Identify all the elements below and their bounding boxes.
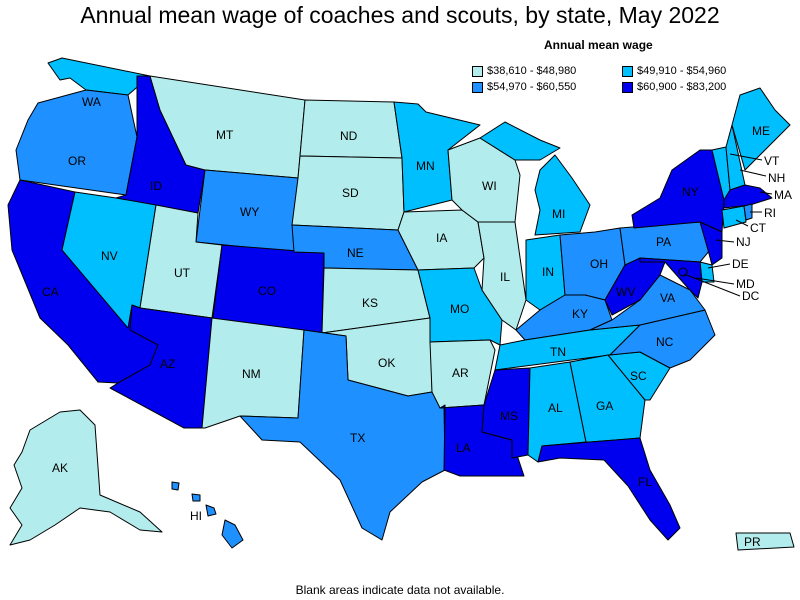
label-sc: SC: [630, 369, 647, 383]
label-tx: TX: [350, 431, 365, 445]
state-md[interactable]: [639, 257, 703, 299]
state-va[interactable]: [589, 274, 706, 331]
label-ak: AK: [52, 461, 68, 475]
legend-label-c2: $49,910 - $54,960: [637, 65, 727, 77]
state-ri[interactable]: [743, 203, 753, 221]
map-title: Annual mean wage of coaches and scouts, …: [80, 2, 720, 28]
state-mi-upper[interactable]: [479, 121, 561, 161]
leader-nh: [739, 169, 767, 177]
label-nm: NM: [242, 367, 261, 381]
legend-item-c3: $54,970 - $60,550: [472, 81, 576, 93]
legend-item-c2: $49,910 - $54,960: [622, 65, 726, 77]
state-ny[interactable]: [631, 149, 725, 233]
leader-de: [707, 263, 731, 269]
label-sd: SD: [342, 186, 359, 200]
legend-label-c3: $54,970 - $60,550: [487, 81, 577, 93]
state-hi-maui[interactable]: [205, 504, 217, 517]
legend-swatch-c4: [622, 81, 633, 93]
state-pr[interactable]: [735, 532, 795, 551]
label-vt: VT: [764, 154, 780, 168]
label-la: LA: [456, 441, 471, 455]
label-id: ID: [150, 179, 162, 193]
label-ut: UT: [174, 266, 191, 280]
state-mi[interactable]: [534, 154, 591, 236]
label-de: DE: [732, 257, 749, 271]
label-tn: TN: [550, 345, 566, 359]
label-ri: RI: [764, 206, 776, 220]
legend-item-c1: $38,610 - $48,980: [472, 65, 576, 77]
label-wv: WV: [616, 285, 635, 299]
label-al: AL: [548, 401, 563, 415]
state-hi-oahu[interactable]: [191, 493, 201, 502]
label-ks: KS: [362, 296, 378, 310]
label-ar: AR: [452, 366, 469, 380]
label-mt: MT: [216, 128, 234, 142]
label-ky: KY: [572, 307, 588, 321]
state-il[interactable]: [477, 221, 527, 331]
label-nd: ND: [340, 129, 358, 143]
label-nj: NJ: [736, 235, 751, 249]
state-hi-kauai[interactable]: [171, 481, 180, 491]
legend-title: Annual mean wage: [544, 38, 653, 52]
label-in: IN: [542, 265, 554, 279]
label-nc: NC: [656, 335, 674, 349]
label-ny: NY: [682, 185, 699, 199]
label-mn: MN: [416, 159, 435, 173]
leader-ct: [735, 219, 749, 227]
label-ne: NE: [347, 246, 364, 260]
label-wi: WI: [482, 179, 497, 193]
leader-nj: [715, 239, 735, 243]
label-me: ME: [752, 124, 770, 138]
label-ct: CT: [750, 221, 767, 235]
legend-swatch-c2: [622, 65, 633, 77]
label-ma: MA: [774, 188, 792, 202]
label-nv: NV: [101, 249, 118, 263]
label-ia: IA: [436, 231, 447, 245]
legend-item-c4: $60,900 - $83,200: [622, 81, 726, 93]
state-fl[interactable]: [537, 437, 681, 541]
label-fl: FL: [638, 475, 652, 489]
label-il: IL: [500, 270, 510, 284]
state-nj[interactable]: [699, 221, 723, 266]
label-oh: OH: [590, 257, 608, 271]
label-dc: DC: [742, 289, 760, 303]
label-va: VA: [660, 291, 675, 305]
label-mi: MI: [552, 207, 565, 221]
label-nh: NH: [768, 171, 785, 185]
legend-swatch-c1: [472, 65, 483, 77]
label-pa: PA: [656, 235, 671, 249]
leader-dc: [683, 273, 741, 297]
state-me[interactable]: [731, 87, 791, 171]
state-tx[interactable]: [239, 329, 446, 541]
label-wy: WY: [240, 205, 259, 219]
label-wa: WA: [82, 95, 101, 109]
legend-label-c1: $38,610 - $48,980: [487, 65, 577, 77]
label-ok: OK: [378, 356, 395, 370]
leader-ma: [759, 191, 773, 195]
leader-vt: [729, 153, 763, 161]
label-co: CO: [258, 284, 276, 298]
leader-md: [695, 277, 735, 285]
label-ms: MS: [500, 409, 518, 423]
label-ca: CA: [42, 285, 59, 299]
state-or[interactable]: [15, 89, 138, 196]
state-wa[interactable]: [47, 57, 151, 96]
label-mo: MO: [450, 302, 469, 316]
legend-label-c4: $60,900 - $83,200: [637, 81, 727, 93]
label-ga: GA: [596, 399, 613, 413]
label-or: OR: [68, 154, 86, 168]
label-md: MD: [736, 277, 755, 291]
label-pr: PR: [744, 535, 761, 549]
footnote: Blank areas indicate data not available.: [295, 583, 505, 597]
legend-swatch-c3: [472, 81, 483, 93]
state-hi[interactable]: [221, 519, 244, 549]
state-ct[interactable]: [721, 205, 747, 229]
state-ak[interactable]: [9, 409, 163, 546]
label-az: AZ: [160, 357, 175, 371]
label-hi: HI: [190, 509, 202, 523]
